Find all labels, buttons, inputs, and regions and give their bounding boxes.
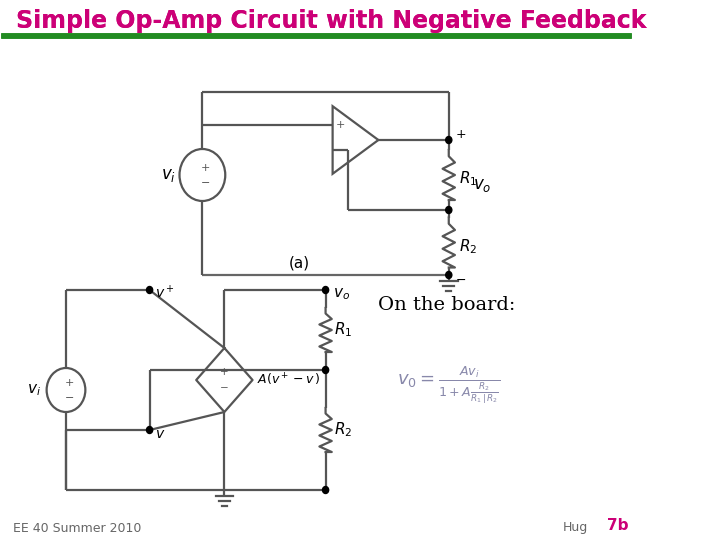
Text: $v$: $v$ xyxy=(155,427,166,441)
Text: $v_0 = \frac{Av_i}{1 + A\frac{R_2}{R_1\,|\,R_2}}$: $v_0 = \frac{Av_i}{1 + A\frac{R_2}{R_1\,… xyxy=(397,364,500,406)
Text: Simple Op-Amp Circuit with Negative Feedback: Simple Op-Amp Circuit with Negative Feed… xyxy=(16,9,647,33)
Circle shape xyxy=(446,206,452,213)
Text: $R_2$: $R_2$ xyxy=(459,237,477,256)
Circle shape xyxy=(323,487,328,494)
Circle shape xyxy=(446,137,452,144)
Text: −: − xyxy=(201,178,210,188)
Text: +: + xyxy=(65,378,74,388)
Text: −: − xyxy=(456,273,467,287)
Text: +: + xyxy=(336,120,345,130)
Circle shape xyxy=(446,272,452,279)
Text: $R_2$: $R_2$ xyxy=(334,421,353,440)
Text: −: − xyxy=(65,393,74,403)
Circle shape xyxy=(323,287,328,294)
Text: $v_i$: $v_i$ xyxy=(27,382,41,398)
Text: Simple Op-Amp Circuit with Negative Feedback: Simple Op-Amp Circuit with Negative Feed… xyxy=(16,9,647,33)
Text: −: − xyxy=(220,383,229,393)
Text: $v_o$: $v_o$ xyxy=(474,176,492,194)
Circle shape xyxy=(146,287,153,294)
Text: +: + xyxy=(220,367,229,377)
Text: $v_o$: $v_o$ xyxy=(333,286,350,302)
Text: (a): (a) xyxy=(289,255,310,271)
Text: $v^+$: $v^+$ xyxy=(155,285,175,302)
Text: On the board:: On the board: xyxy=(379,296,516,314)
Text: EE 40 Summer 2010: EE 40 Summer 2010 xyxy=(13,522,142,535)
Text: +: + xyxy=(456,129,467,141)
Text: $R_1$: $R_1$ xyxy=(459,170,477,188)
Circle shape xyxy=(323,367,328,374)
Text: Hug: Hug xyxy=(563,522,588,535)
Text: $v_i$: $v_i$ xyxy=(161,166,176,184)
Circle shape xyxy=(146,427,153,434)
Text: −: − xyxy=(336,144,346,157)
Text: $R_1$: $R_1$ xyxy=(334,321,353,339)
Text: $A(v^+ - v\,)$: $A(v^+ - v\,)$ xyxy=(257,372,320,388)
Text: +: + xyxy=(201,163,210,173)
Text: 7b: 7b xyxy=(607,517,629,532)
